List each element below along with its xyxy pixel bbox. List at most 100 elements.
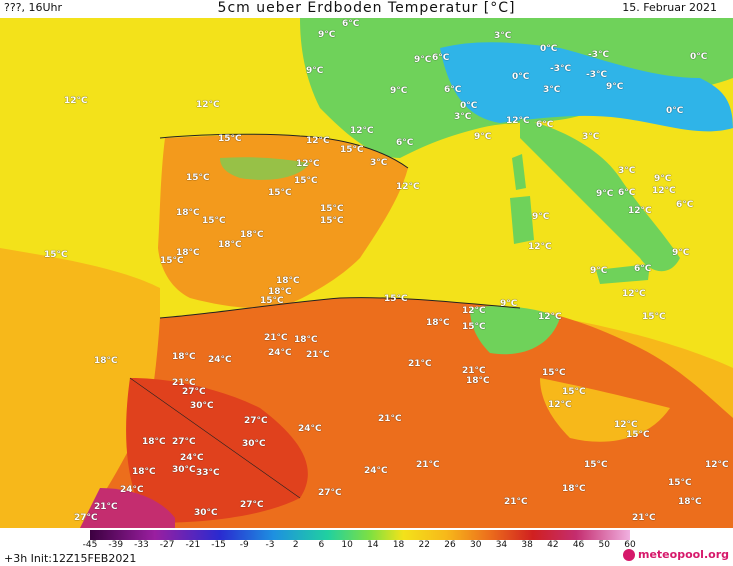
temperature-label: 15°C [294, 176, 318, 186]
temperature-label: 9°C [606, 82, 624, 92]
scale-tick: 60 [624, 540, 636, 550]
sicily-land [596, 264, 650, 284]
temperature-label: 18°C [142, 437, 166, 447]
temperature-label: 3°C [618, 166, 636, 176]
temperature-label: 21°C [632, 513, 656, 523]
temperature-label: 18°C [268, 287, 292, 297]
temperature-label: 12°C [622, 289, 646, 299]
temperature-label: 21°C [416, 460, 440, 470]
temperature-label: 18°C [678, 497, 702, 507]
temperature-label: 24°C [364, 466, 388, 476]
scale-tick: 26 [444, 540, 456, 550]
temperature-label: 12°C [506, 116, 530, 126]
temperature-label: 3°C [582, 132, 600, 142]
tunisia-cool-region [470, 306, 560, 355]
temperature-label: 18°C [562, 484, 586, 494]
temperature-label: 15°C [584, 460, 608, 470]
map-canvas [0, 18, 733, 528]
temperature-map: 12°C 12°C 9°C 6°C 9°C 9°C 6°C 3°C 0°C -3°C 0°C -3°C… [0, 18, 733, 528]
temperature-label: 15°C [384, 294, 408, 304]
scale-tick: 14 [367, 540, 379, 550]
temperature-label: 9°C [474, 132, 492, 142]
temperature-label: 9°C [654, 174, 672, 184]
temperature-label: 18°C [218, 240, 242, 250]
temperature-label: 6°C [634, 264, 652, 274]
temperature-label: 30°C [172, 465, 196, 475]
temperature-label: 12°C [296, 159, 320, 169]
temperature-label: -3°C [586, 70, 608, 80]
scale-tick: -15 [211, 540, 226, 550]
temperature-label: 3°C [370, 158, 388, 168]
temperature-label: 15°C [542, 368, 566, 378]
scale-tick-labels: -45 -39 -33 -27 -21 -15 -9 -3 2 6 10 14 18 22 26 30 34 38… [83, 540, 636, 552]
temperature-label: 3°C [543, 85, 561, 95]
corsica-land [512, 154, 526, 190]
temperature-label: 18°C [94, 356, 118, 366]
scale-tick: 2 [292, 540, 299, 550]
temperature-label: 27°C [182, 387, 206, 397]
temperature-label: 15°C [202, 216, 226, 226]
temperature-label: 0°C [460, 101, 478, 111]
border-line [129, 377, 301, 499]
temperature-label: 18°C [172, 352, 196, 362]
scale-tick: 38 [521, 540, 533, 550]
temperature-label: 21°C [504, 497, 528, 507]
temperature-label: 9°C [590, 266, 608, 276]
temperature-label: 9°C [596, 189, 614, 199]
temperature-label: 21°C [172, 378, 196, 388]
western-sahara-hot-region [80, 488, 175, 528]
temperature-label: 12°C [350, 126, 374, 136]
temperature-label: 9°C [414, 55, 432, 65]
meteopool-logo[interactable]: meteopool.org [623, 548, 729, 561]
scale-tick: -9 [239, 540, 249, 550]
scale-tick: 46 [572, 540, 585, 550]
temperature-label: 12°C [396, 182, 420, 192]
temperature-label: 12°C [628, 206, 652, 216]
temperature-label: 12°C [705, 460, 729, 470]
temperature-label: 15°C [218, 134, 242, 144]
temperature-label: 24°C [120, 485, 144, 495]
temperature-label: 15°C [260, 296, 284, 306]
coastline-north-africa [159, 297, 521, 319]
scale-tick: -27 [159, 540, 175, 550]
temperature-label: 0°C [690, 52, 708, 62]
temperature-label: 12°C [462, 306, 486, 316]
iberia-land [158, 134, 408, 309]
temperature-label: 24°C [180, 453, 204, 463]
temperature-label: 15°C [160, 256, 184, 266]
temperature-label: 27°C [318, 488, 342, 498]
scale-tick: 34 [495, 540, 508, 550]
temperature-label: 12°C [64, 96, 88, 106]
temperature-label: 12°C [196, 100, 220, 110]
temperature-label: 12°C [614, 420, 638, 430]
scale-tick: 50 [598, 540, 611, 550]
temperature-label: 18°C [240, 230, 264, 240]
temperature-label: 12°C [652, 186, 676, 196]
temperature-label: 21°C [306, 350, 330, 360]
temperature-label: 15°C [44, 250, 68, 260]
temperature-label: 18°C [294, 335, 318, 345]
temperature-label: 6°C [432, 53, 450, 63]
temperature-label: 9°C [306, 66, 324, 76]
temperature-label: -3°C [588, 50, 610, 60]
scale-tick: 42 [547, 540, 559, 550]
temperature-color-scale [90, 530, 630, 540]
temperature-label: 15°C [562, 387, 586, 397]
temperature-label: 6°C [676, 200, 694, 210]
scale-tick: -39 [108, 540, 124, 550]
temperature-label: 12°C [528, 242, 552, 252]
temperature-label: 12°C [306, 136, 330, 146]
temperature-label: 0°C [540, 44, 558, 54]
temperature-label: 9°C [390, 86, 408, 96]
temperature-label: 15°C [320, 216, 344, 226]
morocco-hot-region [126, 378, 308, 523]
temperature-label: 0°C [666, 106, 684, 116]
temperature-label: 9°C [532, 212, 550, 222]
map-footer: -45 -39 -33 -27 -21 -15 -9 -3 2 6 10 14 18 22 26 30 34 38… [0, 528, 733, 566]
temperature-label: 18°C [132, 467, 156, 477]
temperature-label: 18°C [276, 276, 300, 286]
temperature-label: 6°C [342, 19, 360, 29]
temperature-label: 21°C [378, 414, 402, 424]
temperature-label: 27°C [240, 500, 264, 510]
map-title: 5cm ueber Erdboden Temperatur [°C] [217, 0, 516, 16]
